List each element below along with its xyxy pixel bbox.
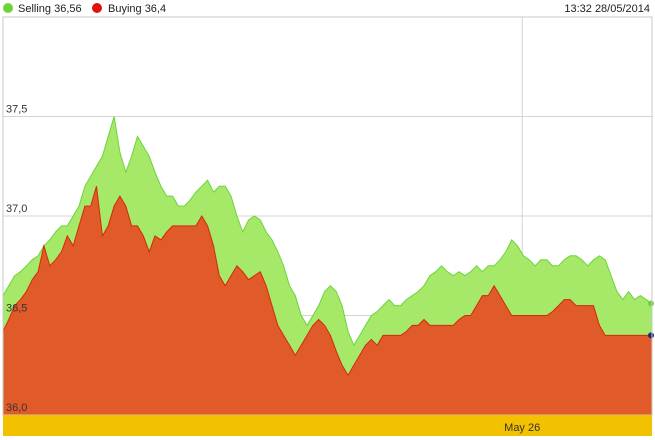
y-tick-label: 37,0 (6, 203, 27, 215)
tick-labels: 36,0 36,5 37,0 37,5 (6, 104, 27, 415)
y-tick-label: 37,5 (6, 104, 27, 116)
legend-label-buying: Buying 36,4 (108, 3, 166, 15)
selling-area-line (2, 116, 653, 347)
series-areas (2, 116, 654, 415)
buying-area (3, 186, 652, 415)
y-tick-label: 36,5 (6, 303, 27, 315)
timestamp-label: 13:32 28/05/2014 (564, 3, 650, 15)
legend-label-selling: Selling 36,56 (18, 3, 82, 15)
selling-end-marker (648, 300, 654, 307)
legend: Selling 36,56 Buying 36,4 (3, 3, 166, 15)
timeline-bar (3, 415, 652, 436)
legend-marker-buying (92, 3, 102, 13)
buying-area-line (2, 186, 652, 377)
x-axis-labels: May 26 (504, 422, 540, 434)
x-tick-label: May 26 (504, 422, 540, 434)
legend-marker-selling (3, 3, 13, 13)
y-tick-label: 36,0 (6, 402, 27, 414)
buying-end-marker (648, 332, 654, 339)
